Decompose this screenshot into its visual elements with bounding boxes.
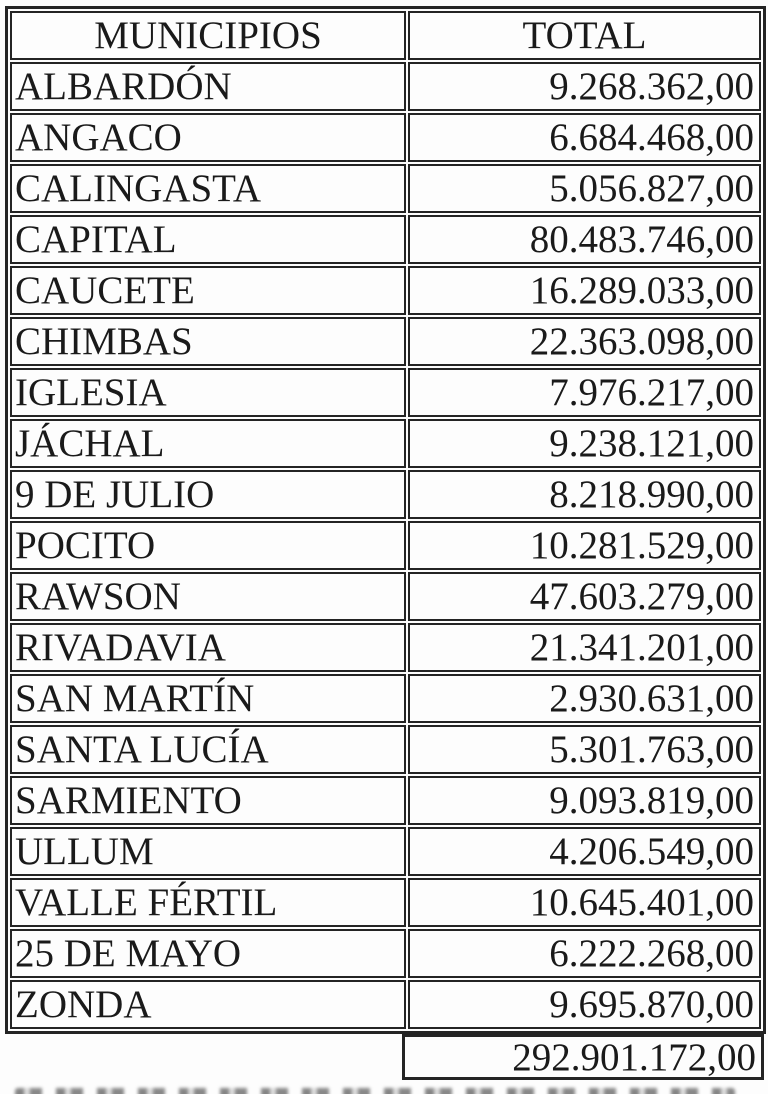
municipio-cell: ZONDA — [10, 980, 406, 1029]
municipio-cell: CHIMBAS — [10, 317, 406, 366]
table-row: IGLESIA 7.976.217,00 — [10, 368, 761, 417]
municipio-cell: ANGACO — [10, 113, 406, 162]
municipio-cell: 9 DE JULIO — [10, 470, 406, 519]
municipio-cell: ALBARDÓN — [10, 62, 406, 111]
total-cell: 5.056.827,00 — [408, 164, 761, 213]
total-cell: 6.222.268,00 — [408, 929, 761, 978]
table-row: VALLE FÉRTIL 10.645.401,00 — [10, 878, 761, 927]
municipio-cell: RAWSON — [10, 572, 406, 621]
total-cell: 4.206.549,00 — [408, 827, 761, 876]
header-total: TOTAL — [408, 11, 761, 60]
total-cell: 47.603.279,00 — [408, 572, 761, 621]
grand-total-value: 292.901.172,00 — [512, 1035, 756, 1079]
municipio-cell: CALINGASTA — [10, 164, 406, 213]
municipio-cell: IGLESIA — [10, 368, 406, 417]
total-cell: 9.268.362,00 — [408, 62, 761, 111]
municipios-table: MUNICIPIOS TOTAL ALBARDÓN 9.268.362,00 ANG… — [5, 6, 766, 1034]
municipio-cell: JÁCHAL — [10, 419, 406, 468]
total-cell: 7.976.217,00 — [408, 368, 761, 417]
total-cell: 10.645.401,00 — [408, 878, 761, 927]
table-row: RIVADAVIA 21.341.201,00 — [10, 623, 761, 672]
municipio-cell: CAUCETE — [10, 266, 406, 315]
table-row: SARMIENTO 9.093.819,00 — [10, 776, 761, 825]
municipio-cell: SAN MARTÍN — [10, 674, 406, 723]
total-cell: 8.218.990,00 — [408, 470, 761, 519]
table-row: CALINGASTA 5.056.827,00 — [10, 164, 761, 213]
total-cell: 6.684.468,00 — [408, 113, 761, 162]
table-row: 25 DE MAYO 6.222.268,00 — [10, 929, 761, 978]
table-row: SAN MARTÍN 2.930.631,00 — [10, 674, 761, 723]
table-body: ALBARDÓN 9.268.362,00 ANGACO 6.684.468,00 CA… — [10, 62, 761, 1029]
total-cell: 2.930.631,00 — [408, 674, 761, 723]
grand-total-box: 292.901.172,00 — [402, 1034, 764, 1080]
total-cell: 9.695.870,00 — [408, 980, 761, 1029]
table-row: 9 DE JULIO 8.218.990,00 — [10, 470, 761, 519]
municipio-cell: ULLUM — [10, 827, 406, 876]
total-cell: 5.301.763,00 — [408, 725, 761, 774]
document-scan: MUNICIPIOS TOTAL ALBARDÓN 9.268.362,00 ANG… — [5, 6, 766, 1094]
header-row: MUNICIPIOS TOTAL — [10, 11, 761, 60]
municipio-cell: 25 DE MAYO — [10, 929, 406, 978]
municipio-cell: VALLE FÉRTIL — [10, 878, 406, 927]
table-row: CAUCETE 16.289.033,00 — [10, 266, 761, 315]
total-cell: 80.483.746,00 — [408, 215, 761, 264]
table-row: POCITO 10.281.529,00 — [10, 521, 761, 570]
municipio-cell: RIVADAVIA — [10, 623, 406, 672]
total-cell: 21.341.201,00 — [408, 623, 761, 672]
table-row: ULLUM 4.206.549,00 — [10, 827, 761, 876]
table-row: ANGACO 6.684.468,00 — [10, 113, 761, 162]
cutoff-text-blur — [15, 1088, 735, 1094]
total-cell: 22.363.098,00 — [408, 317, 761, 366]
total-cell: 9.238.121,00 — [408, 419, 761, 468]
table-row: CAPITAL 80.483.746,00 — [10, 215, 761, 264]
municipio-cell: POCITO — [10, 521, 406, 570]
total-cell: 16.289.033,00 — [408, 266, 761, 315]
table-row: ZONDA 9.695.870,00 — [10, 980, 761, 1029]
municipio-cell: CAPITAL — [10, 215, 406, 264]
table-row: RAWSON 47.603.279,00 — [10, 572, 761, 621]
table-row: ALBARDÓN 9.268.362,00 — [10, 62, 761, 111]
total-cell: 9.093.819,00 — [408, 776, 761, 825]
table-row: SANTA LUCÍA 5.301.763,00 — [10, 725, 761, 774]
table-row: JÁCHAL 9.238.121,00 — [10, 419, 761, 468]
table-row: CHIMBAS 22.363.098,00 — [10, 317, 761, 366]
municipio-cell: SANTA LUCÍA — [10, 725, 406, 774]
total-cell: 10.281.529,00 — [408, 521, 761, 570]
header-municipios: MUNICIPIOS — [10, 11, 406, 60]
municipio-cell: SARMIENTO — [10, 776, 406, 825]
